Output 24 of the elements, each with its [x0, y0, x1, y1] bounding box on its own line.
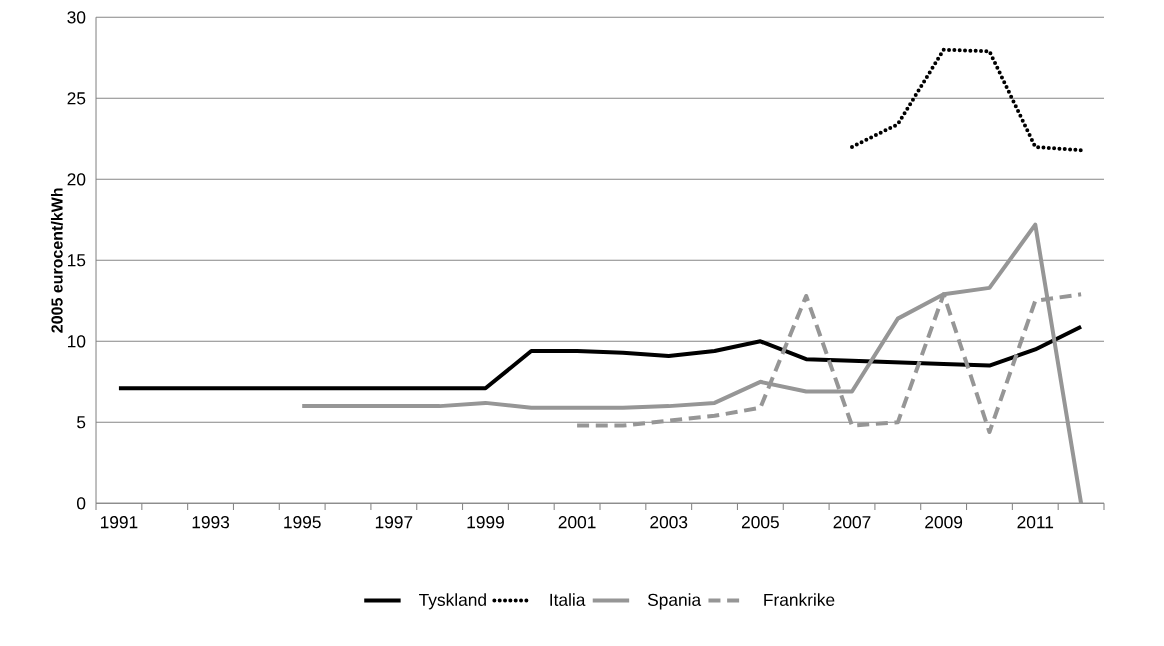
x-tick-label: 1995	[284, 516, 321, 529]
x-tick-label: 2009	[925, 516, 963, 529]
y-tick-label: 0	[77, 497, 86, 510]
x-tick-label: 2005	[741, 516, 779, 529]
legend-label: Tyskland	[419, 593, 486, 610]
y-tick-label: 25	[67, 92, 86, 105]
y-axis-title: 2005 eurocent/kWh	[50, 188, 63, 333]
line-series	[850, 47, 1084, 153]
y-tick-label: 5	[77, 416, 86, 429]
legend-label: Frankrike	[764, 593, 835, 606]
y-tick-label: 10	[68, 335, 86, 348]
x-tick-label: 1997	[375, 516, 413, 529]
x-tick-label: 2001	[558, 516, 596, 529]
x-tick-label: 1993	[192, 516, 230, 529]
legend-label: Italia	[550, 593, 586, 606]
y-tick-label: 15	[68, 254, 86, 267]
x-tick-label: 1999	[467, 516, 504, 529]
x-tick-label: 1991	[100, 516, 138, 529]
legend-label: Spania	[647, 593, 702, 610]
x-tick-label: 2003	[650, 516, 688, 529]
x-tick-label: 2011	[1017, 516, 1054, 529]
y-tick-label: 20	[67, 173, 86, 186]
y-tick-label: 30	[67, 11, 86, 24]
x-tick-label: 2007	[833, 516, 871, 529]
